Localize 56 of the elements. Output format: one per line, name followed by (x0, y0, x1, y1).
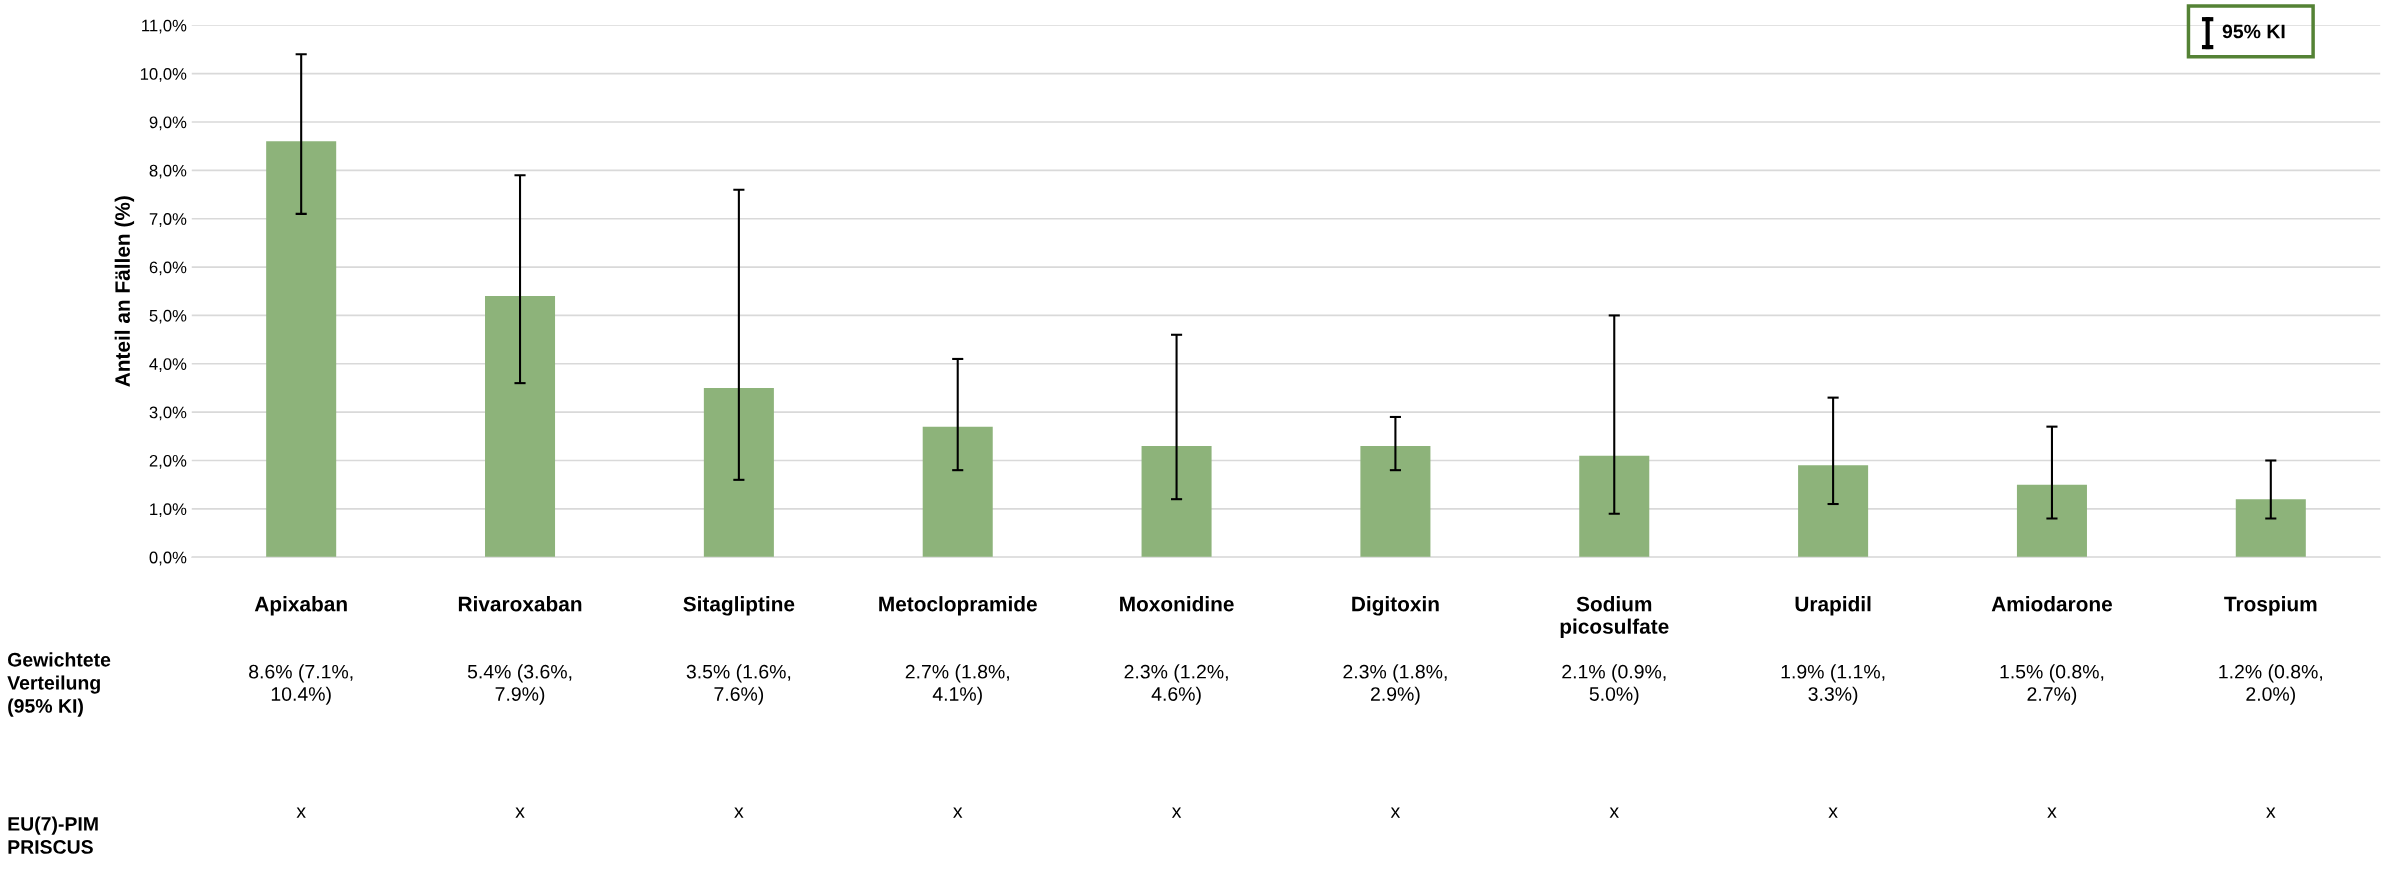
x-tick-label: Rivaroxaban (458, 596, 582, 612)
data-label: 1.9% (1.1%, 3.3%) (1781, 664, 1885, 705)
y-tick-label: 5,0% (149, 309, 187, 324)
y-tick-label: 6,0% (149, 261, 187, 276)
y-tick-label: 2,0% (149, 454, 187, 469)
y-tick-label: 4,0% (149, 358, 187, 372)
bar (266, 141, 337, 558)
x-tick-label: Metoclopramide (879, 596, 1037, 616)
bar (485, 296, 556, 558)
data-label: 5.4% (3.6%, 7.9%) (467, 664, 572, 705)
data-label: 2.7% (1.8%, 4.1%) (905, 664, 1009, 705)
bar (703, 387, 774, 558)
text: x (2047, 807, 2057, 818)
text: x (1171, 807, 1182, 818)
x-tick-label: Sodium picosulfate (1560, 596, 1669, 638)
y-axis-title: Anteil an Fällen (%) (114, 196, 135, 387)
data-label: 8.6% (7.1%, 10.4%) (249, 664, 353, 705)
bar (2016, 484, 2087, 558)
text: x (1390, 807, 1401, 818)
text: EU(7)-PIM PRISCUS (8, 816, 98, 854)
data-label: 3.5% (1.6%, 7.6%) (686, 664, 791, 705)
data-label: 1.2% (0.8%, 2.0%) (2219, 664, 2323, 705)
data-label: 2.3% (1.2%, 4.6%) (1124, 664, 1228, 705)
text: Gewichtete Verteilung (95% KI) (7, 652, 111, 717)
y-tick-label: 7,0% (149, 213, 187, 227)
y-tick-label: 9,0% (149, 116, 187, 131)
annotation: 95% KI (2222, 24, 2285, 39)
text: x (296, 807, 306, 818)
y-tick-label: 1,0% (150, 503, 187, 518)
text: x (734, 807, 744, 818)
y-tick-label: 10,0% (140, 68, 187, 82)
x-tick-label: Moxonidine (1120, 596, 1234, 612)
bar (922, 426, 993, 558)
x-tick-label: Amiodarone (1991, 596, 2113, 612)
text: x (953, 807, 963, 818)
text: x (1609, 807, 1619, 818)
y-tick-label: 11,0% (142, 19, 187, 34)
x-tick-label: Apixaban (254, 596, 347, 616)
text: x (2266, 807, 2276, 818)
text: x (515, 807, 525, 818)
y-tick-label: 3,0% (149, 406, 187, 421)
bar (1360, 445, 1431, 558)
x-tick-label: Urapidil (1795, 596, 1871, 616)
data-label: 1.5% (0.8%, 2.7%) (2000, 664, 2104, 705)
bar (1579, 455, 1650, 558)
bar (1141, 445, 1212, 558)
y-tick-label: 8,0% (149, 164, 187, 179)
text: x (1828, 807, 1838, 818)
x-tick-label: Sitagliptine (683, 596, 795, 616)
bar (1798, 465, 1869, 558)
data-label: 2.1% (0.9%, 5.0%) (1562, 664, 1666, 705)
y-tick-label: 0,0% (149, 551, 187, 566)
bar (2235, 499, 2306, 558)
x-tick-label: Trospium (2224, 596, 2317, 616)
x-tick-label: Digitoxin (1352, 596, 1439, 616)
data-label: 2.3% (1.8%, 2.9%) (1343, 664, 1447, 705)
